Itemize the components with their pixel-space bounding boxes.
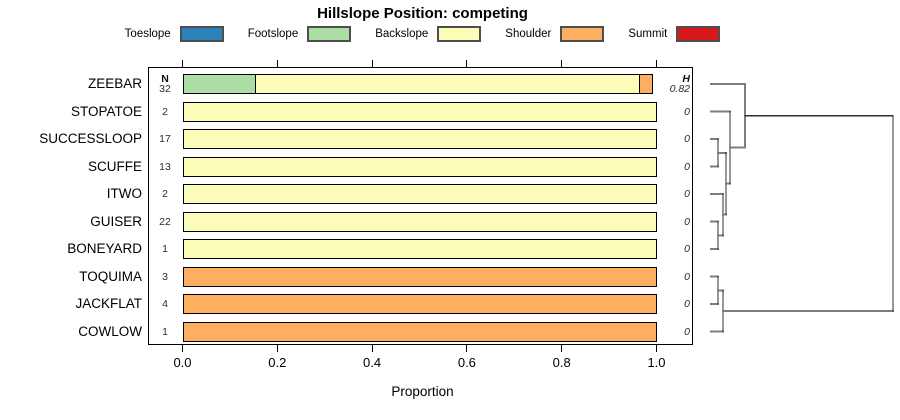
bar-segment-backslope <box>182 184 657 204</box>
plot-box <box>148 67 693 345</box>
legend-item: Shoulder <box>505 26 605 42</box>
bar-row <box>182 156 657 177</box>
dendrogram <box>710 83 894 333</box>
bar-segment-backslope <box>254 74 641 94</box>
h-column-value: 0 <box>684 243 690 255</box>
h-column-value: 0 <box>684 105 690 118</box>
legend-label: Shoulder <box>505 28 552 40</box>
bar-row <box>182 211 657 232</box>
bar-segment-backslope <box>182 101 657 122</box>
x-tick-bottom <box>181 345 184 352</box>
x-tick-top <box>371 60 373 67</box>
y-axis-label: BONEYARD <box>67 241 142 256</box>
bar-segment-backslope <box>182 129 657 149</box>
legend: Toeslope Footslope Backslope Shoulder Summit <box>0 26 845 42</box>
legend-swatch <box>179 26 224 42</box>
bar-segment-footslope <box>182 74 257 94</box>
bar-segment-backslope <box>182 211 657 232</box>
y-axis-label: SCUFFE <box>88 158 142 174</box>
n-column-value: 1 <box>162 325 168 338</box>
x-tick-bottom <box>371 345 373 352</box>
bar-segment-backslope <box>182 239 657 259</box>
y-axis-label: JACKFLAT <box>75 296 142 311</box>
y-axis-label: GUISER <box>90 213 142 229</box>
bar-segment-backslope <box>182 156 657 177</box>
bar-row <box>182 321 657 342</box>
h-column: H 0.82 <box>640 73 690 95</box>
bar-row <box>182 129 657 149</box>
y-axis-label: TOQUIMA <box>79 268 142 284</box>
bar-row <box>182 239 657 259</box>
legend-swatch <box>676 26 721 42</box>
legend-swatch <box>307 26 352 42</box>
n-column-value: 13 <box>159 160 171 173</box>
chart-title: Hillslope Position: competing <box>317 5 528 22</box>
bar-segment-shoulder <box>182 266 657 287</box>
x-tick-label: 1.0 <box>647 355 666 370</box>
n-column: N 32 <box>152 73 178 95</box>
bar-segment-shoulder <box>638 74 654 94</box>
x-tick-bottom <box>466 345 468 352</box>
x-axis-title: Proportion <box>391 384 454 399</box>
x-tick-label: 0.4 <box>363 355 382 370</box>
y-axis-label: COWLOW <box>78 323 142 339</box>
y-axis-label: ZEEBAR <box>87 76 142 91</box>
legend-label: Footslope <box>247 28 299 40</box>
x-tick-label: 0.8 <box>552 355 571 370</box>
y-axis-label: ITWO <box>106 186 142 201</box>
bar-segment-shoulder <box>182 294 657 314</box>
x-tick-label: 0.6 <box>457 355 476 370</box>
bar-row <box>182 266 657 287</box>
legend-label: Summit <box>628 28 668 40</box>
x-tick-label: 0.2 <box>268 355 287 370</box>
bar-segment-shoulder <box>182 321 657 342</box>
x-tick-top <box>276 60 278 67</box>
h-column-value: 0 <box>684 298 690 310</box>
n-column-value: 3 <box>162 270 168 283</box>
h-column-value: 0 <box>684 160 690 173</box>
x-tick-label: 0.0 <box>173 355 192 370</box>
legend-swatch <box>560 26 605 42</box>
n-column-value: 32 <box>159 83 171 95</box>
h-column-header: H <box>682 73 690 85</box>
h-column-value: 0.82 <box>669 83 690 95</box>
legend-label: Backslope <box>375 28 429 40</box>
n-column-value: 4 <box>162 298 168 310</box>
x-tick-bottom <box>655 345 658 352</box>
y-axis-label: STOPATOE <box>70 103 142 119</box>
h-column-value: 0 <box>684 188 690 200</box>
x-tick-bottom <box>276 345 278 352</box>
n-column-value: 17 <box>159 133 171 145</box>
legend-item: Toeslope <box>125 26 224 42</box>
legend-item: Summit <box>628 26 721 42</box>
legend-swatch <box>437 26 482 42</box>
h-column-value: 0 <box>684 270 690 283</box>
h-column-value: 0 <box>684 325 690 338</box>
n-column-header: N <box>161 73 169 85</box>
n-column-value: 2 <box>162 105 168 118</box>
bar-row <box>182 184 657 204</box>
legend-label: Toeslope <box>124 28 171 40</box>
x-tick-bottom <box>561 345 563 352</box>
legend-item: Footslope <box>248 26 352 42</box>
x-tick-top <box>181 60 184 67</box>
h-column-value: 0 <box>684 133 690 145</box>
x-tick-top <box>655 60 658 67</box>
n-column-value: 22 <box>159 215 171 228</box>
n-column-value: 2 <box>162 188 168 200</box>
n-column-value: 1 <box>162 243 168 255</box>
x-tick-top <box>466 60 468 67</box>
bar-row <box>182 74 654 94</box>
legend-item: Backslope <box>375 26 482 42</box>
bar-row <box>182 101 657 122</box>
bar-row <box>182 294 657 314</box>
y-axis-label: SUCCESSLOOP <box>39 131 142 146</box>
h-column-value: 0 <box>684 215 690 228</box>
x-tick-top <box>561 60 563 67</box>
